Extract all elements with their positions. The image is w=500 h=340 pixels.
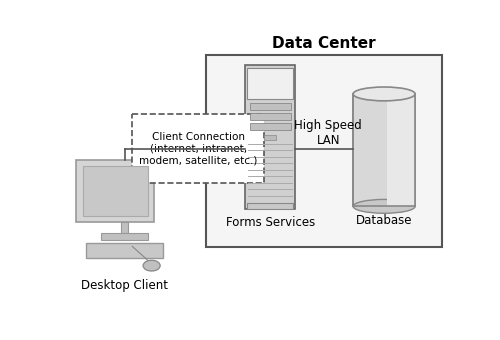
FancyBboxPatch shape <box>101 233 148 240</box>
Ellipse shape <box>353 87 415 101</box>
Text: Desktop Client: Desktop Client <box>81 279 168 292</box>
FancyBboxPatch shape <box>387 94 415 206</box>
Text: Data Center: Data Center <box>272 36 376 51</box>
FancyBboxPatch shape <box>250 113 290 120</box>
FancyBboxPatch shape <box>353 94 415 206</box>
FancyBboxPatch shape <box>206 55 442 247</box>
FancyBboxPatch shape <box>250 103 290 110</box>
FancyBboxPatch shape <box>248 68 293 99</box>
FancyBboxPatch shape <box>132 114 264 183</box>
FancyBboxPatch shape <box>264 135 276 140</box>
FancyBboxPatch shape <box>248 203 293 209</box>
FancyBboxPatch shape <box>86 242 163 258</box>
Ellipse shape <box>353 200 415 213</box>
Text: Forms Services: Forms Services <box>226 216 315 230</box>
Ellipse shape <box>143 260 160 271</box>
FancyBboxPatch shape <box>82 166 148 216</box>
Text: Database: Database <box>356 214 412 227</box>
FancyBboxPatch shape <box>250 123 290 130</box>
FancyBboxPatch shape <box>245 65 296 209</box>
FancyBboxPatch shape <box>120 222 128 233</box>
Text: High Speed
LAN: High Speed LAN <box>294 119 362 147</box>
Text: Client Connection
(internet, intranet,
modem, satellite, etc.): Client Connection (internet, intranet, m… <box>139 132 258 165</box>
FancyBboxPatch shape <box>76 160 154 222</box>
